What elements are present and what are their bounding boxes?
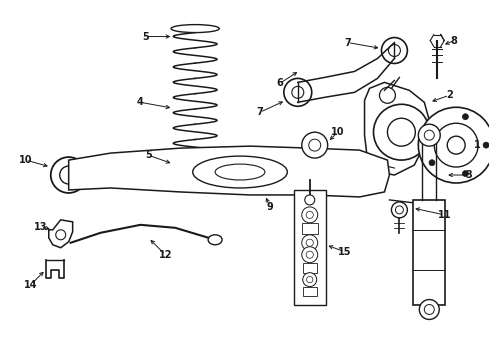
Circle shape [463, 114, 468, 120]
Text: 3: 3 [466, 170, 472, 180]
Text: 7: 7 [344, 37, 351, 48]
Polygon shape [49, 220, 73, 248]
Circle shape [392, 202, 407, 218]
Ellipse shape [171, 24, 220, 32]
Circle shape [302, 132, 328, 158]
Ellipse shape [215, 164, 265, 180]
Circle shape [418, 124, 440, 146]
Circle shape [379, 87, 395, 103]
Circle shape [306, 251, 313, 258]
Bar [303, 287, 317, 296]
Text: 15: 15 [338, 247, 351, 257]
Bar [303, 263, 317, 273]
Circle shape [306, 239, 313, 246]
Circle shape [306, 211, 313, 219]
Text: 12: 12 [159, 250, 172, 260]
Text: 10: 10 [19, 155, 33, 165]
Ellipse shape [193, 156, 287, 188]
Text: 6: 6 [276, 78, 283, 88]
Ellipse shape [171, 170, 220, 178]
Circle shape [307, 276, 313, 283]
Circle shape [303, 273, 317, 287]
Text: 9: 9 [267, 202, 273, 212]
Text: 7: 7 [257, 107, 263, 117]
Text: 10: 10 [331, 127, 344, 137]
Text: 8: 8 [451, 36, 458, 46]
Circle shape [483, 142, 489, 148]
Circle shape [56, 230, 66, 240]
Circle shape [302, 247, 318, 263]
Circle shape [302, 207, 318, 223]
Circle shape [305, 195, 315, 205]
Text: 5: 5 [145, 150, 152, 160]
Circle shape [60, 166, 77, 184]
Circle shape [463, 171, 468, 176]
Text: 11: 11 [438, 210, 451, 220]
Circle shape [429, 125, 435, 131]
Circle shape [418, 107, 490, 183]
Bar [294, 190, 326, 305]
Circle shape [309, 139, 321, 151]
Circle shape [395, 206, 403, 214]
Circle shape [419, 300, 439, 319]
Circle shape [447, 136, 465, 154]
Circle shape [424, 305, 434, 315]
Polygon shape [69, 146, 390, 197]
Circle shape [302, 235, 318, 251]
Bar [302, 223, 318, 234]
Text: 4: 4 [137, 97, 144, 107]
Ellipse shape [208, 235, 222, 245]
Text: 14: 14 [24, 280, 38, 289]
Circle shape [388, 118, 416, 146]
Circle shape [51, 157, 87, 193]
Text: 5: 5 [142, 32, 149, 41]
Text: 2: 2 [446, 90, 453, 100]
Text: 13: 13 [34, 222, 48, 232]
Circle shape [429, 160, 435, 166]
Circle shape [434, 123, 478, 167]
Bar [414, 200, 445, 305]
Circle shape [424, 130, 434, 140]
Circle shape [373, 104, 429, 160]
Polygon shape [365, 82, 429, 175]
Text: 1: 1 [474, 140, 481, 150]
